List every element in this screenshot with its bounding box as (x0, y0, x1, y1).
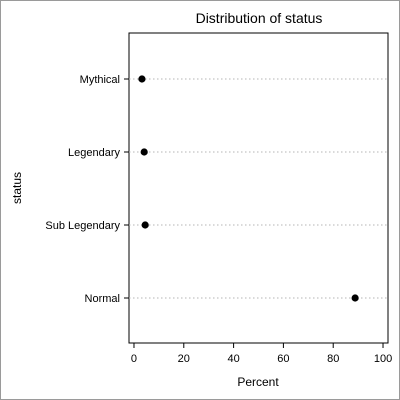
x-axis-label: Percent (237, 375, 279, 389)
x-tick-label-0: 0 (131, 353, 137, 365)
x-tick-label-20: 20 (178, 353, 190, 365)
y-tick-label-legendary: Legendary (68, 147, 120, 159)
plot-area (128, 32, 389, 344)
data-point-normal (351, 294, 359, 302)
reference-lines (129, 78, 388, 299)
data-points (138, 75, 359, 302)
data-point-mythical (138, 75, 146, 83)
y-tick-label-normal: Normal (85, 293, 120, 305)
y-tick-label-mythical: Mythical (80, 74, 120, 86)
y-tick-label-sub-legendary: Sub Legendary (45, 220, 120, 232)
data-point-legendary (140, 148, 148, 156)
x-tick-label-100: 100 (374, 353, 392, 365)
x-axis-ticks: 0 20 40 60 80 100 (131, 343, 392, 365)
y-axis-ticks: Mythical Legendary Sub Legendary Normal (45, 74, 129, 305)
data-point-sub-legendary (141, 221, 149, 229)
x-tick-label-40: 40 (227, 353, 239, 365)
chart-title: Distribution of status (196, 10, 323, 26)
x-tick-label-80: 80 (327, 353, 339, 365)
x-tick-label-60: 60 (277, 353, 289, 365)
y-axis-label: status (10, 172, 24, 204)
